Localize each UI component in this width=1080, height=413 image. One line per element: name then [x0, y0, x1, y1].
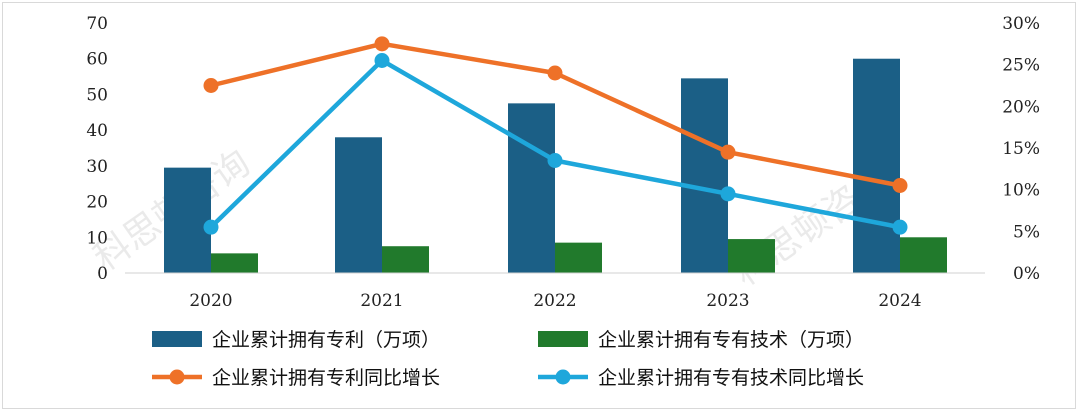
patent-bar — [164, 167, 211, 273]
tech-growth-point — [720, 186, 736, 202]
x-axis-tick: 2021 — [360, 291, 403, 311]
x-axis-tick: 2023 — [706, 291, 749, 311]
patent-bar — [853, 58, 900, 273]
right-axis-tick: 30% — [1002, 14, 1040, 34]
legend-label: 企业累计拥有专有技术（万项） — [598, 329, 864, 351]
legend-marker — [555, 369, 571, 385]
tech-bar — [728, 239, 775, 273]
tech-growth-point — [374, 53, 390, 68]
x-axis-tick: 2020 — [189, 291, 232, 311]
tech-bar — [555, 242, 602, 273]
right-axis-tick: 0% — [1013, 264, 1040, 284]
x-axis: 2020 2021 2022 2023 2024 — [125, 272, 985, 311]
tech-growth-point — [892, 219, 908, 235]
left-axis-tick: 0 — [97, 264, 108, 284]
legend: 企业累计拥有专利（万项） 企业累计拥有专有技术（万项） 企业累计拥有专利同比增长 企业… — [152, 329, 864, 389]
patent-bar — [681, 78, 728, 273]
right-axis-tick: 5% — [1013, 222, 1040, 242]
x-axis-tick: 2022 — [533, 291, 576, 311]
x-axis-tick: 2024 — [878, 291, 921, 311]
tech-bar — [382, 246, 429, 273]
chart-frame — [2, 2, 1076, 409]
legend-label: 企业累计拥有专利同比增长 — [212, 367, 440, 389]
patent-growth-point — [374, 36, 390, 52]
right-axis-tick: 10% — [1002, 181, 1040, 201]
patent-growth-point — [203, 78, 219, 93]
left-axis-tick: 40 — [86, 121, 108, 141]
right-axis: 0% 5% 10% 15% 20% 25% 30% — [1002, 14, 1040, 284]
right-axis-tick: 20% — [1002, 97, 1040, 117]
right-axis-tick: 15% — [1002, 139, 1040, 159]
tech-bar — [211, 253, 258, 273]
tech-growth-point — [203, 219, 219, 235]
legend-label: 企业累计拥有专有技术同比增长 — [598, 367, 864, 389]
tech-growth-line — [209, 58, 901, 230]
legend-swatch — [538, 331, 588, 347]
patent-growth-point — [547, 65, 563, 81]
tech-bar — [900, 237, 947, 273]
tech-growth-point — [547, 153, 563, 168]
legend-marker — [169, 369, 185, 385]
left-axis: 0 10 20 30 40 50 60 70 — [86, 14, 108, 284]
patent-growth-point — [892, 178, 908, 193]
left-axis-tick: 60 — [86, 50, 108, 70]
left-axis-tick: 50 — [86, 85, 108, 105]
left-axis-tick: 70 — [86, 14, 108, 34]
patent-bar — [335, 137, 382, 273]
patent-bar — [508, 103, 555, 273]
patent-growth-point — [720, 144, 736, 160]
legend-label: 企业累计拥有专利（万项） — [212, 329, 440, 351]
right-axis-tick: 25% — [1002, 56, 1040, 76]
lines — [203, 36, 908, 235]
left-axis-tick: 10 — [86, 228, 108, 248]
legend-swatch — [152, 331, 202, 347]
bars — [164, 58, 947, 273]
left-axis-tick: 20 — [86, 193, 108, 213]
left-axis-tick: 30 — [86, 157, 108, 177]
